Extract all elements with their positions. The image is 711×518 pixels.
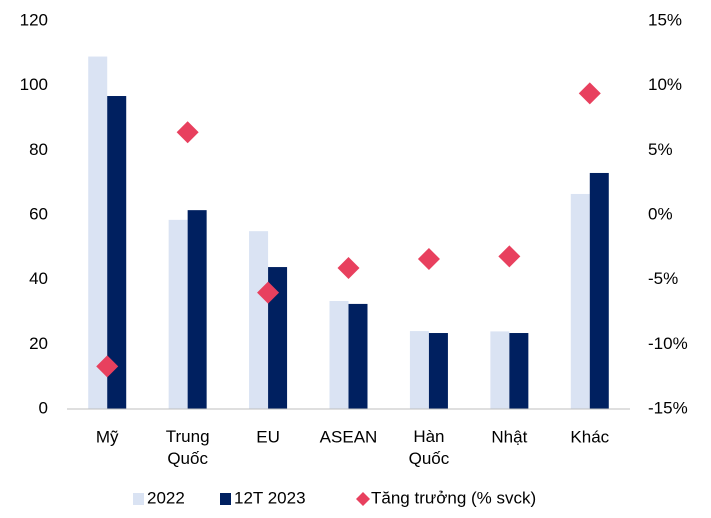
y2-tick-label: -15%	[648, 398, 688, 417]
y-tick-label: 40	[29, 269, 48, 288]
bar	[187, 210, 207, 409]
bar	[348, 303, 368, 409]
growth-marker	[578, 82, 601, 105]
y-tick-label: 20	[29, 334, 48, 353]
legend-marker	[133, 493, 144, 505]
x-tick-label: EU	[256, 427, 280, 446]
x-tick-label: Khác	[570, 427, 609, 446]
y-tick-label: 100	[20, 75, 48, 94]
legend-marker	[356, 492, 370, 506]
bar	[107, 96, 127, 409]
bar	[268, 267, 288, 409]
x-tick-label: Nhật	[491, 427, 527, 446]
bar	[589, 172, 609, 409]
growth-marker	[337, 257, 360, 280]
y-tick-label: 120	[20, 10, 48, 29]
bar	[428, 333, 448, 409]
y2-tick-label: 0%	[648, 204, 673, 223]
legend-label: 2022	[147, 488, 185, 507]
legend-label: 12T 2023	[234, 488, 306, 507]
x-tick-label: Mỹ	[96, 427, 119, 446]
y2-tick-label: 15%	[648, 10, 682, 29]
x-tick-label: ASEAN	[320, 427, 378, 446]
growth-marker	[176, 121, 199, 144]
y2-tick-label: 5%	[648, 140, 673, 159]
y-tick-label: 0	[39, 398, 48, 417]
bar	[490, 331, 510, 409]
y2-tick-label: -5%	[648, 269, 678, 288]
y2-tick-label: 10%	[648, 75, 682, 94]
growth-marker	[257, 281, 280, 304]
bar	[249, 231, 269, 409]
x-tick-label: Hàn Quốc	[409, 427, 450, 468]
bar	[88, 56, 108, 410]
growth-marker	[417, 247, 440, 270]
legend-label: Tăng trưởng (% svck)	[371, 488, 536, 507]
bar	[168, 219, 188, 409]
bar	[329, 301, 349, 409]
growth-marker	[498, 245, 521, 268]
y2-tick-label: -10%	[648, 334, 688, 353]
bar	[409, 331, 429, 409]
bar	[570, 193, 590, 409]
bar	[509, 333, 529, 409]
legend-marker	[220, 493, 231, 505]
y-tick-label: 60	[29, 204, 48, 223]
y-tick-label: 80	[29, 140, 48, 159]
growth-marker	[96, 355, 119, 378]
x-tick-label: Trung Quốc	[166, 427, 210, 468]
